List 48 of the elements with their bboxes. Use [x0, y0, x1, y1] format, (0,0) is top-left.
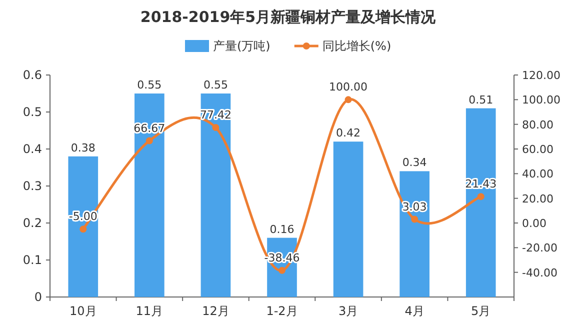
y2-tick-label: 80.00 [522, 118, 554, 132]
y2-tick-label: -40.00 [522, 266, 558, 280]
bar [68, 156, 98, 297]
y-tick-label: 0.1 [22, 253, 42, 267]
bar [134, 94, 164, 297]
x-tick-label: 1-2月 [266, 304, 298, 318]
y2-tick-label: 0.00 [522, 217, 546, 230]
bar [400, 171, 430, 297]
data-label: 0.55 [137, 78, 162, 92]
x-tick-label: 12月 [202, 304, 230, 318]
y-tick-label: 0.5 [22, 105, 42, 119]
chart-title: 2018-2019年5月新疆铜材产量及增长情况 [140, 8, 437, 26]
bar [333, 142, 364, 297]
data-label: 21.43 [465, 178, 497, 191]
y-tick-label: 0.2 [22, 216, 42, 230]
y2-tick-label: 120.00 [522, 69, 560, 82]
x-tick-label: 10月 [70, 304, 97, 318]
point [411, 216, 418, 223]
x-tick-label: 4月 [404, 304, 424, 318]
point [80, 226, 87, 233]
x-tick-label: 11月 [136, 304, 164, 318]
data-label: 0.16 [270, 222, 294, 236]
point [344, 96, 352, 104]
data-label: 0.34 [402, 156, 427, 170]
legend-label: 产量(万吨) [213, 39, 270, 53]
bar [466, 108, 496, 297]
data-label: 100.00 [329, 80, 368, 94]
point [477, 193, 484, 200]
y2-tick-label: 20.00 [522, 192, 554, 206]
data-label: 0.38 [70, 141, 96, 154]
point [146, 137, 153, 144]
legend-label: 同比增长(%) [322, 39, 392, 53]
x-tick-label: 3月 [338, 304, 358, 318]
data-label: 0.42 [336, 126, 361, 140]
bar [200, 94, 231, 297]
y2-tick-label: 40.00 [522, 168, 554, 181]
point [212, 124, 220, 132]
y-tick-label: 0.4 [22, 142, 42, 156]
y2-tick-label: -20.00 [522, 242, 558, 255]
y-tick-label: 0 [34, 290, 42, 304]
y2-tick-label: 60.00 [522, 143, 554, 156]
data-label: 0.51 [468, 93, 494, 106]
data-label: 0.55 [203, 78, 228, 92]
x-tick-label: 5月 [471, 304, 491, 318]
y2-tick-label: 100.00 [522, 94, 560, 107]
y-tick-label: 0.3 [22, 179, 42, 193]
y-tick-label: 0.6 [22, 68, 42, 82]
point [278, 266, 286, 274]
